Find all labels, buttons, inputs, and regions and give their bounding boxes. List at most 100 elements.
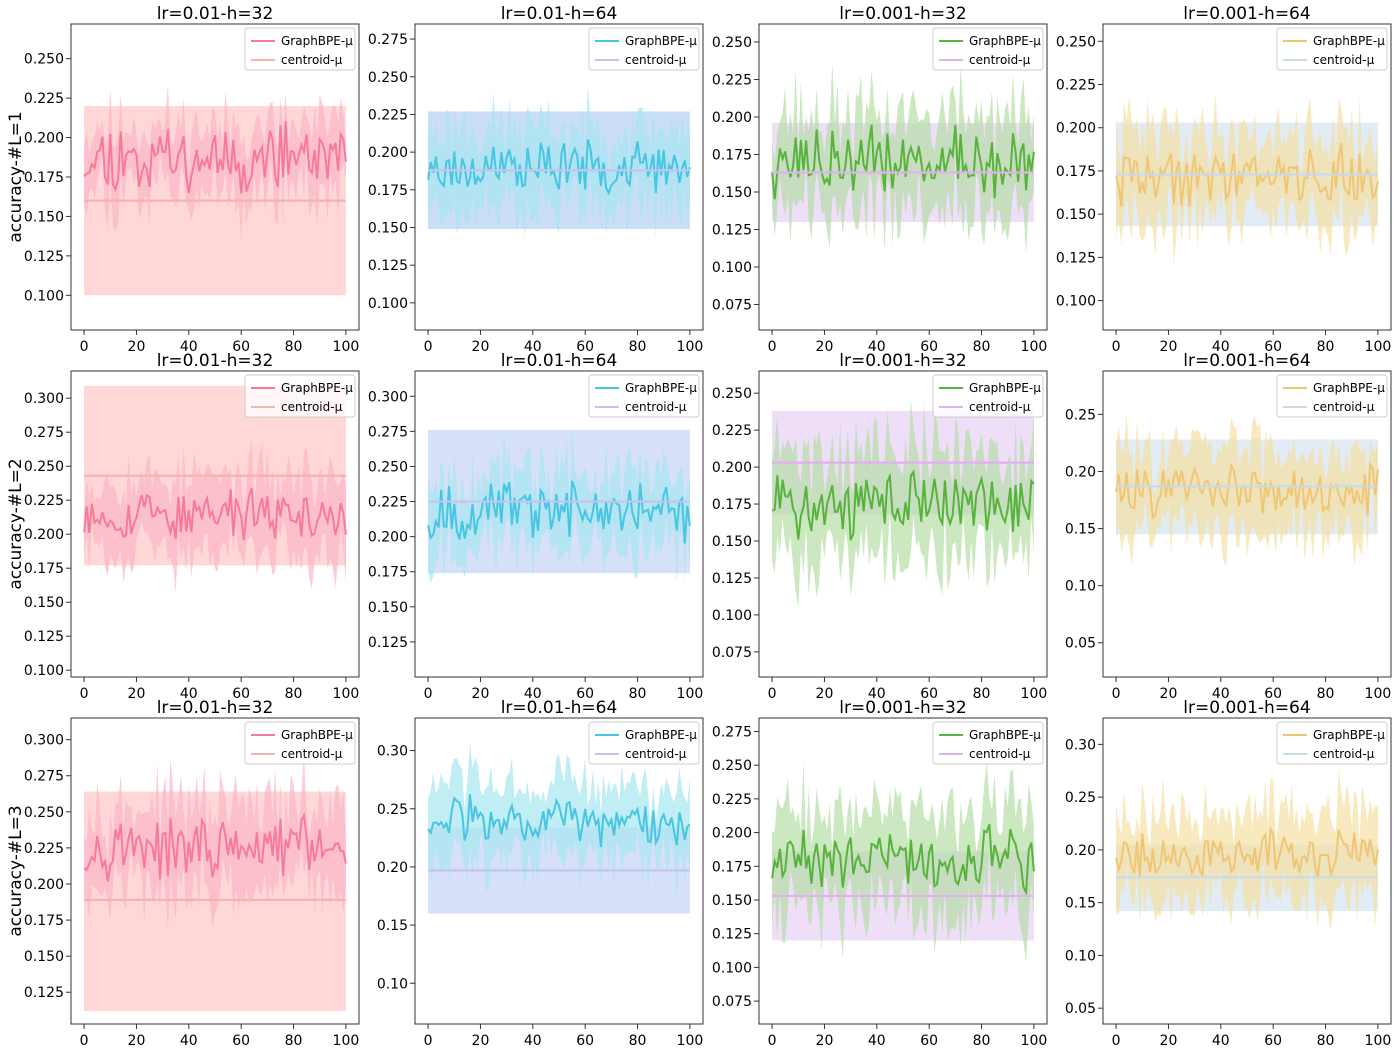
subplot-7: 0 20 40 60 80 100 0.05 0.10 0.15 0.20 0.25 lr=0.001… xyxy=(1065,351,1392,702)
y-tick-label: 0.125 xyxy=(1056,250,1096,266)
y-tick-label: 0.30 xyxy=(377,744,408,760)
legend-entry: GraphBPE-μ xyxy=(969,381,1041,395)
legend-entry: centroid-μ xyxy=(281,400,343,414)
y-tick-label: 0.15 xyxy=(377,918,408,934)
x-tick-label: 0 xyxy=(80,686,89,702)
subplot-title: lr=0.001-h=64 xyxy=(1183,351,1310,371)
x-tick-label: 100 xyxy=(1365,1033,1392,1049)
y-tick-label: 0.225 xyxy=(368,107,408,123)
y-tick-label: 0.175 xyxy=(712,859,752,875)
y-tick-label: 0.10 xyxy=(1065,948,1096,964)
y-tick-label: 0.30 xyxy=(1065,737,1096,753)
graphbpe-line xyxy=(83,121,347,194)
x-tick-label: 100 xyxy=(1021,1033,1048,1049)
x-tick-label: 80 xyxy=(629,339,647,355)
x-tick-label: 0 xyxy=(424,1033,433,1049)
x-tick-label: 40 xyxy=(868,686,886,702)
y-tick-label: 0.150 xyxy=(24,209,64,225)
y-tick-label: 0.275 xyxy=(24,769,64,785)
graphbpe-line xyxy=(427,480,691,544)
legend-entry: GraphBPE-μ xyxy=(1313,34,1385,48)
y-tick-label: 0.200 xyxy=(24,877,64,893)
subplot-title: lr=0.001-h=32 xyxy=(839,698,966,718)
y-tick-label: 0.20 xyxy=(1065,843,1096,859)
x-tick-label: 60 xyxy=(920,1033,938,1049)
graphbpe-band xyxy=(772,63,1034,255)
subplot-title: lr=0.01-h=32 xyxy=(157,351,274,371)
y-tick-label: 0.05 xyxy=(1065,1001,1096,1017)
x-tick-label: 60 xyxy=(920,339,938,355)
y-tick-label: 0.05 xyxy=(1065,636,1096,652)
y-tick-label: 0.175 xyxy=(368,183,408,199)
graphbpe-band xyxy=(1116,769,1378,931)
legend-entry: centroid-μ xyxy=(281,747,343,761)
x-tick-label: 20 xyxy=(472,686,490,702)
y-tick-label: 0.125 xyxy=(368,258,408,274)
x-tick-label: 100 xyxy=(677,339,704,355)
legend-entry: GraphBPE-μ xyxy=(281,381,353,395)
x-tick-label: 0 xyxy=(768,1033,777,1049)
x-tick-label: 100 xyxy=(677,1033,704,1049)
x-tick-label: 80 xyxy=(973,339,991,355)
axes-frame xyxy=(758,23,1048,331)
y-tick-label: 0.100 xyxy=(712,608,752,624)
x-tick-label: 100 xyxy=(333,686,360,702)
axes-frame xyxy=(1102,23,1392,331)
x-tick-label: 60 xyxy=(1264,1033,1282,1049)
graphbpe-band xyxy=(428,741,690,900)
y-tick-label: 0.225 xyxy=(1056,78,1096,94)
y-axis-label: accuracy-#L=1 xyxy=(6,111,26,242)
y-tick-label: 0.275 xyxy=(368,32,408,48)
x-tick-label: 80 xyxy=(973,1033,991,1049)
y-tick-label: 0.100 xyxy=(24,663,64,679)
y-tick-label: 0.15 xyxy=(1065,522,1096,538)
x-tick-label: 80 xyxy=(285,1033,303,1049)
x-tick-label: 80 xyxy=(629,686,647,702)
graphbpe-line xyxy=(771,468,1035,541)
y-tick-label: 0.150 xyxy=(24,595,64,611)
y-tick-label: 0.275 xyxy=(712,724,752,740)
x-tick-label: 20 xyxy=(1160,686,1178,702)
legend-entry: GraphBPE-μ xyxy=(625,728,697,742)
y-tick-label: 0.250 xyxy=(368,459,408,475)
graphbpe-line xyxy=(83,487,347,541)
graphbpe-line xyxy=(771,823,1035,897)
y-tick-label: 0.200 xyxy=(368,530,408,546)
y-tick-label: 0.250 xyxy=(712,386,752,402)
graphbpe-band xyxy=(84,439,346,593)
y-tick-label: 0.100 xyxy=(1056,294,1096,310)
subplot-title: lr=0.01-h=64 xyxy=(501,698,618,718)
graphbpe-band xyxy=(772,399,1034,607)
y-tick-label: 0.250 xyxy=(24,805,64,821)
y-tick-label: 0.200 xyxy=(712,826,752,842)
x-tick-label: 0 xyxy=(768,686,777,702)
x-tick-label: 20 xyxy=(128,339,146,355)
x-tick-label: 80 xyxy=(1317,339,1335,355)
y-tick-label: 0.175 xyxy=(712,148,752,164)
y-tick-label: 0.125 xyxy=(24,985,64,1001)
subplot-0: 0 20 40 60 80 100 0.100 0.125 0.150 0.175 0.200 0.2… xyxy=(6,4,360,355)
subplot-title: lr=0.001-h=64 xyxy=(1183,698,1310,718)
y-tick-label: 0.175 xyxy=(24,913,64,929)
y-tick-label: 0.200 xyxy=(24,131,64,147)
graphbpe-band xyxy=(428,426,690,584)
x-tick-label: 80 xyxy=(1317,1033,1335,1049)
subplot-6: 0 20 40 60 80 100 0.075 0.100 0.125 0.150 0.175 0.2… xyxy=(712,351,1048,702)
axes-frame xyxy=(70,717,360,1025)
y-axis-label: accuracy-#L=2 xyxy=(6,458,26,589)
y-tick-label: 0.275 xyxy=(24,425,64,441)
x-tick-label: 40 xyxy=(524,339,542,355)
x-tick-label: 40 xyxy=(1212,339,1230,355)
x-tick-label: 0 xyxy=(1112,686,1121,702)
y-tick-label: 0.150 xyxy=(368,220,408,236)
legend-entry: centroid-μ xyxy=(625,747,687,761)
y-tick-label: 0.175 xyxy=(24,170,64,186)
legend-entry: centroid-μ xyxy=(969,53,1031,67)
x-tick-label: 20 xyxy=(128,686,146,702)
legend-entry: centroid-μ xyxy=(1313,53,1375,67)
legend-entry: centroid-μ xyxy=(625,400,687,414)
x-tick-label: 20 xyxy=(816,339,834,355)
legend-entry: centroid-μ xyxy=(969,747,1031,761)
x-tick-label: 40 xyxy=(868,339,886,355)
